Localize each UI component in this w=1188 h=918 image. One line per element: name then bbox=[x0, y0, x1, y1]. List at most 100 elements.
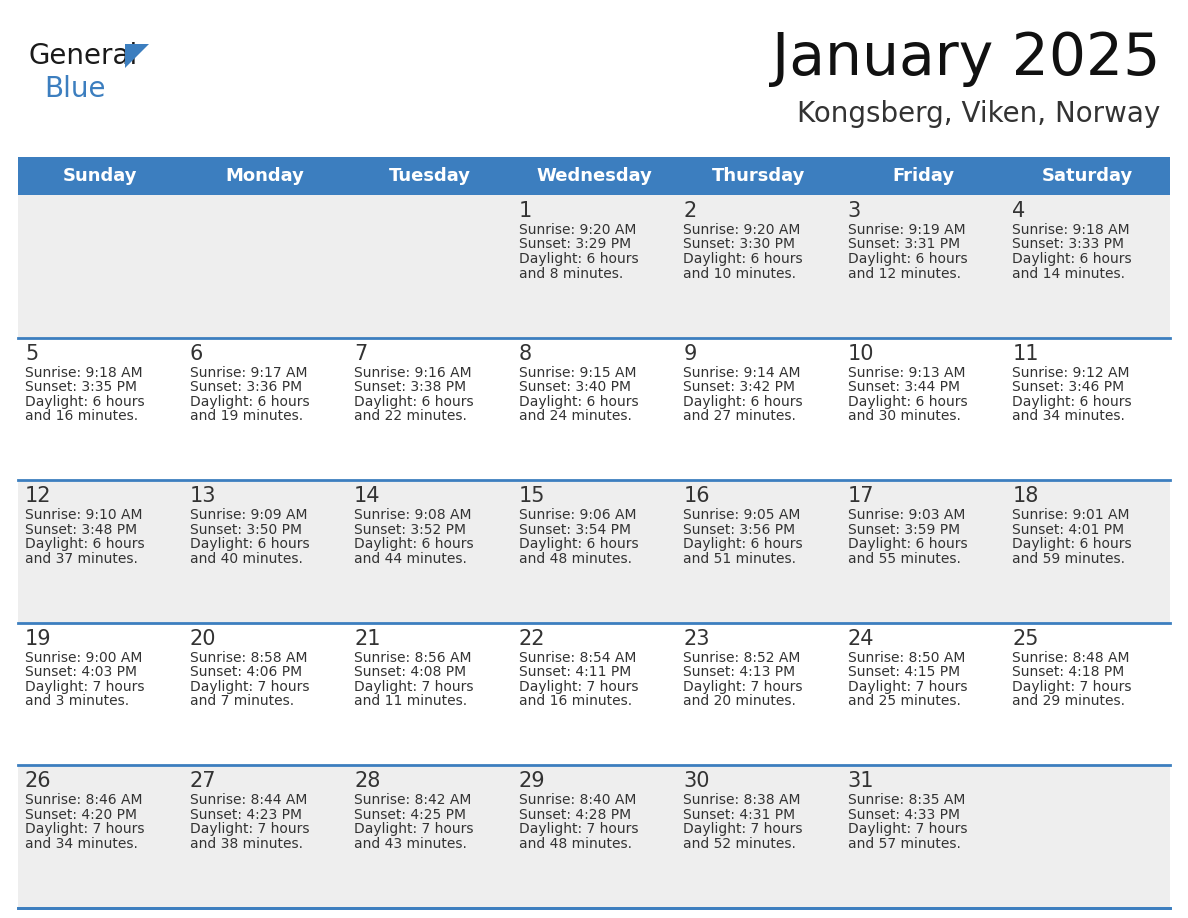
Text: Daylight: 6 hours: Daylight: 6 hours bbox=[848, 395, 967, 409]
Text: and 43 minutes.: and 43 minutes. bbox=[354, 837, 467, 851]
Text: 6: 6 bbox=[190, 343, 203, 364]
Text: Sunrise: 9:00 AM: Sunrise: 9:00 AM bbox=[25, 651, 143, 665]
Text: Sunset: 4:28 PM: Sunset: 4:28 PM bbox=[519, 808, 631, 822]
Text: Sunrise: 9:15 AM: Sunrise: 9:15 AM bbox=[519, 365, 637, 380]
Text: Sunset: 3:31 PM: Sunset: 3:31 PM bbox=[848, 238, 960, 252]
Text: Daylight: 6 hours: Daylight: 6 hours bbox=[190, 537, 309, 551]
Text: Daylight: 6 hours: Daylight: 6 hours bbox=[190, 395, 309, 409]
FancyBboxPatch shape bbox=[512, 157, 676, 195]
Text: Sunrise: 9:09 AM: Sunrise: 9:09 AM bbox=[190, 509, 307, 522]
Text: Daylight: 6 hours: Daylight: 6 hours bbox=[683, 395, 803, 409]
Text: and 59 minutes.: and 59 minutes. bbox=[1012, 552, 1125, 565]
Text: Daylight: 6 hours: Daylight: 6 hours bbox=[519, 537, 638, 551]
Text: Sunset: 3:50 PM: Sunset: 3:50 PM bbox=[190, 522, 302, 537]
Text: 4: 4 bbox=[1012, 201, 1025, 221]
Text: Daylight: 7 hours: Daylight: 7 hours bbox=[190, 823, 309, 836]
Text: and 14 minutes.: and 14 minutes. bbox=[1012, 266, 1125, 281]
Text: Monday: Monday bbox=[226, 167, 304, 185]
Text: Daylight: 7 hours: Daylight: 7 hours bbox=[848, 680, 967, 694]
Text: and 19 minutes.: and 19 minutes. bbox=[190, 409, 303, 423]
Text: Sunset: 4:25 PM: Sunset: 4:25 PM bbox=[354, 808, 466, 822]
Text: 3: 3 bbox=[848, 201, 861, 221]
Text: 14: 14 bbox=[354, 487, 380, 506]
Text: Sunrise: 8:54 AM: Sunrise: 8:54 AM bbox=[519, 651, 636, 665]
Text: Daylight: 7 hours: Daylight: 7 hours bbox=[354, 680, 474, 694]
Text: General: General bbox=[29, 42, 138, 70]
Text: Sunset: 3:29 PM: Sunset: 3:29 PM bbox=[519, 238, 631, 252]
Text: 10: 10 bbox=[848, 343, 874, 364]
FancyBboxPatch shape bbox=[676, 195, 841, 338]
Text: Sunset: 3:48 PM: Sunset: 3:48 PM bbox=[25, 522, 137, 537]
Text: Sunrise: 9:20 AM: Sunrise: 9:20 AM bbox=[683, 223, 801, 237]
Text: Sunrise: 8:42 AM: Sunrise: 8:42 AM bbox=[354, 793, 472, 808]
FancyBboxPatch shape bbox=[347, 766, 512, 908]
Text: and 30 minutes.: and 30 minutes. bbox=[848, 409, 961, 423]
FancyBboxPatch shape bbox=[347, 622, 512, 766]
FancyBboxPatch shape bbox=[512, 338, 676, 480]
Text: Sunrise: 8:46 AM: Sunrise: 8:46 AM bbox=[25, 793, 143, 808]
Text: Daylight: 6 hours: Daylight: 6 hours bbox=[354, 395, 474, 409]
Text: 15: 15 bbox=[519, 487, 545, 506]
Text: 24: 24 bbox=[848, 629, 874, 649]
Text: Daylight: 6 hours: Daylight: 6 hours bbox=[1012, 537, 1132, 551]
Text: Thursday: Thursday bbox=[712, 167, 805, 185]
Text: 20: 20 bbox=[190, 629, 216, 649]
Text: Daylight: 6 hours: Daylight: 6 hours bbox=[848, 537, 967, 551]
FancyBboxPatch shape bbox=[512, 622, 676, 766]
Text: Sunset: 3:36 PM: Sunset: 3:36 PM bbox=[190, 380, 302, 394]
Text: Sunset: 4:20 PM: Sunset: 4:20 PM bbox=[25, 808, 137, 822]
Text: 21: 21 bbox=[354, 629, 380, 649]
Text: 11: 11 bbox=[1012, 343, 1040, 364]
Text: Daylight: 6 hours: Daylight: 6 hours bbox=[519, 252, 638, 266]
Text: Sunrise: 9:19 AM: Sunrise: 9:19 AM bbox=[848, 223, 966, 237]
Text: Sunset: 3:59 PM: Sunset: 3:59 PM bbox=[848, 522, 960, 537]
Text: Daylight: 7 hours: Daylight: 7 hours bbox=[1012, 680, 1132, 694]
Text: and 34 minutes.: and 34 minutes. bbox=[25, 837, 138, 851]
FancyBboxPatch shape bbox=[1005, 338, 1170, 480]
FancyBboxPatch shape bbox=[183, 622, 347, 766]
Text: Sunrise: 9:18 AM: Sunrise: 9:18 AM bbox=[25, 365, 143, 380]
Text: 31: 31 bbox=[848, 771, 874, 791]
FancyBboxPatch shape bbox=[841, 338, 1005, 480]
Text: Daylight: 6 hours: Daylight: 6 hours bbox=[25, 537, 145, 551]
Text: and 11 minutes.: and 11 minutes. bbox=[354, 694, 467, 709]
Text: 2: 2 bbox=[683, 201, 696, 221]
Text: Sunset: 3:42 PM: Sunset: 3:42 PM bbox=[683, 380, 795, 394]
Text: and 10 minutes.: and 10 minutes. bbox=[683, 266, 796, 281]
Text: and 48 minutes.: and 48 minutes. bbox=[519, 837, 632, 851]
Text: Sunrise: 9:16 AM: Sunrise: 9:16 AM bbox=[354, 365, 472, 380]
Text: and 34 minutes.: and 34 minutes. bbox=[1012, 409, 1125, 423]
Text: Daylight: 7 hours: Daylight: 7 hours bbox=[519, 823, 638, 836]
Text: 23: 23 bbox=[683, 629, 709, 649]
Text: Daylight: 7 hours: Daylight: 7 hours bbox=[683, 823, 803, 836]
FancyBboxPatch shape bbox=[18, 195, 183, 338]
Text: and 57 minutes.: and 57 minutes. bbox=[848, 837, 961, 851]
Text: Sunrise: 8:48 AM: Sunrise: 8:48 AM bbox=[1012, 651, 1130, 665]
Text: Daylight: 6 hours: Daylight: 6 hours bbox=[683, 252, 803, 266]
Text: and 25 minutes.: and 25 minutes. bbox=[848, 694, 961, 709]
Text: Sunset: 3:56 PM: Sunset: 3:56 PM bbox=[683, 522, 796, 537]
Text: and 3 minutes.: and 3 minutes. bbox=[25, 694, 129, 709]
Text: 30: 30 bbox=[683, 771, 709, 791]
Text: and 24 minutes.: and 24 minutes. bbox=[519, 409, 632, 423]
Text: and 20 minutes.: and 20 minutes. bbox=[683, 694, 796, 709]
Text: Friday: Friday bbox=[892, 167, 954, 185]
Text: January 2025: January 2025 bbox=[772, 30, 1159, 87]
Text: Sunday: Sunday bbox=[63, 167, 138, 185]
Text: Daylight: 6 hours: Daylight: 6 hours bbox=[354, 537, 474, 551]
Text: Sunset: 3:44 PM: Sunset: 3:44 PM bbox=[848, 380, 960, 394]
FancyBboxPatch shape bbox=[841, 622, 1005, 766]
FancyBboxPatch shape bbox=[841, 766, 1005, 908]
Text: and 7 minutes.: and 7 minutes. bbox=[190, 694, 293, 709]
FancyBboxPatch shape bbox=[347, 157, 512, 195]
Text: Sunrise: 9:13 AM: Sunrise: 9:13 AM bbox=[848, 365, 966, 380]
FancyBboxPatch shape bbox=[676, 157, 841, 195]
Text: Sunrise: 9:05 AM: Sunrise: 9:05 AM bbox=[683, 509, 801, 522]
FancyBboxPatch shape bbox=[347, 338, 512, 480]
FancyBboxPatch shape bbox=[1005, 480, 1170, 622]
Text: 8: 8 bbox=[519, 343, 532, 364]
FancyBboxPatch shape bbox=[1005, 157, 1170, 195]
FancyBboxPatch shape bbox=[841, 195, 1005, 338]
Text: Sunset: 4:03 PM: Sunset: 4:03 PM bbox=[25, 666, 137, 679]
Text: Daylight: 6 hours: Daylight: 6 hours bbox=[683, 537, 803, 551]
